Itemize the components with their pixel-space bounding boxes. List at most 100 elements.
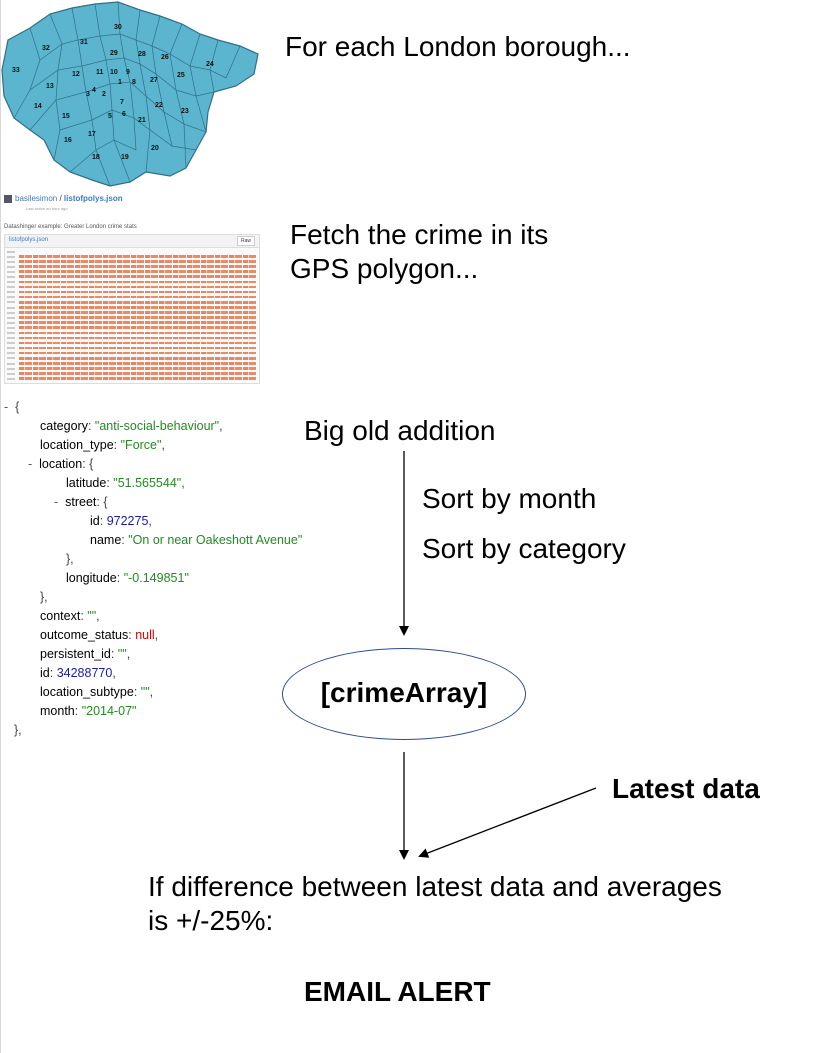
line-number xyxy=(7,357,15,360)
borough-11: 11 xyxy=(96,69,104,76)
line-number xyxy=(7,342,15,345)
code-line xyxy=(5,325,259,330)
code-text xyxy=(19,275,257,279)
code-text xyxy=(19,321,257,324)
borough-25: 25 xyxy=(177,72,185,79)
code-line xyxy=(5,259,259,264)
email-alert-label: EMAIL ALERT xyxy=(304,976,491,1007)
borough-18: 18 xyxy=(92,154,100,161)
code-text xyxy=(19,331,257,335)
collapse-toggle[interactable]: - xyxy=(28,457,33,471)
code-line xyxy=(5,366,259,371)
borough-7: 7 xyxy=(120,99,124,106)
code-text xyxy=(19,356,257,360)
code-line xyxy=(5,305,259,310)
code-text xyxy=(19,367,257,370)
gist-file-link[interactable]: listofpolys.json xyxy=(63,194,123,203)
borough-3: 3 xyxy=(86,91,90,98)
collapse-toggle[interactable]: - xyxy=(54,495,59,509)
code-text xyxy=(19,336,257,340)
london-outline xyxy=(1,1,259,187)
code-line xyxy=(5,254,259,259)
code-file-label[interactable]: listofpolys.json xyxy=(9,237,49,243)
line-number xyxy=(7,372,15,375)
code-text xyxy=(19,346,257,350)
step-fetch: Fetch the crime in its GPS polygon... xyxy=(290,218,548,286)
line-number xyxy=(7,265,15,268)
line-number xyxy=(7,291,15,294)
code-text xyxy=(19,280,257,284)
borough-30: 30 xyxy=(114,24,122,31)
code-line xyxy=(5,376,259,381)
code-line xyxy=(5,300,259,305)
json-outcome-line: outcome_status: null, xyxy=(40,628,159,642)
line-number xyxy=(7,286,15,289)
code-text xyxy=(19,326,257,329)
borough-21: 21 xyxy=(138,117,146,124)
collapse-toggle[interactable]: - xyxy=(4,400,9,414)
user-avatar xyxy=(4,194,12,203)
line-number xyxy=(7,362,15,365)
line-number xyxy=(7,270,15,273)
latest-data-label: Latest data xyxy=(612,773,760,804)
json-location-close: }, xyxy=(40,590,48,604)
code-text xyxy=(19,290,257,294)
code-text xyxy=(19,362,257,365)
code-text xyxy=(19,316,257,319)
code-line xyxy=(5,336,259,341)
borough-16: 16 xyxy=(64,137,72,144)
code-lines xyxy=(5,249,259,381)
code-line xyxy=(5,361,259,366)
raw-button[interactable]: Raw xyxy=(236,236,255,246)
code-text xyxy=(19,306,257,309)
code-line xyxy=(5,295,259,300)
code-text xyxy=(19,372,257,375)
line-number xyxy=(7,255,15,258)
code-line xyxy=(5,310,259,315)
line-number xyxy=(7,326,15,329)
borough-27: 27 xyxy=(150,77,158,84)
code-line xyxy=(5,269,259,274)
code-line xyxy=(5,285,259,290)
borough-28: 28 xyxy=(138,51,146,58)
line-number xyxy=(7,337,15,340)
code-text xyxy=(19,300,257,304)
code-text xyxy=(19,270,257,273)
code-text xyxy=(19,311,257,314)
step-fetch-line1: Fetch the crime in its xyxy=(290,219,549,250)
line-number xyxy=(7,377,15,380)
borough-number-labels: 1 2 3 4 5 6 7 8 9 10 11 12 13 14 15 16 1… xyxy=(12,24,214,161)
arrow-from-latest-data xyxy=(418,787,597,858)
borough-2: 2 xyxy=(102,91,106,98)
code-line xyxy=(5,331,259,336)
difference-line1: If difference between latest data and av… xyxy=(148,871,722,902)
line-number xyxy=(7,316,15,319)
code-text xyxy=(19,377,257,380)
code-toolbar: listofpolys.json Raw xyxy=(5,235,259,248)
line-number xyxy=(7,275,15,278)
line-number xyxy=(7,321,15,324)
borough-26: 26 xyxy=(161,54,169,61)
json-category-line: category: "anti-social-behaviour", xyxy=(40,419,223,433)
gist-user-link[interactable]: basilesimon xyxy=(15,194,58,203)
borough-17: 17 xyxy=(88,131,96,138)
json-longitude-line: longitude: "-0.149851" xyxy=(66,571,189,585)
json-street-id-line: id: 972275, xyxy=(90,514,152,528)
borough-1: 1 xyxy=(118,79,122,86)
borough-23: 23 xyxy=(181,108,189,115)
gist-header: basilesimon / listofpolys.json xyxy=(4,194,123,208)
line-number xyxy=(7,332,15,334)
code-line xyxy=(5,274,259,279)
code-line xyxy=(5,315,259,320)
code-text xyxy=(19,341,257,345)
code-line xyxy=(5,290,259,295)
code-text xyxy=(19,255,257,258)
borough-borders xyxy=(13,1,241,187)
london-boroughs-map: 1 2 3 4 5 6 7 8 9 10 11 12 13 14 15 16 1… xyxy=(1,1,259,187)
step-borough: For each London borough... xyxy=(285,31,631,62)
code-line xyxy=(5,351,259,356)
json-persistent-line: persistent_id: "", xyxy=(40,647,131,661)
line-number xyxy=(7,311,15,314)
line-number xyxy=(7,260,15,263)
left-edge-line xyxy=(0,0,1,1053)
